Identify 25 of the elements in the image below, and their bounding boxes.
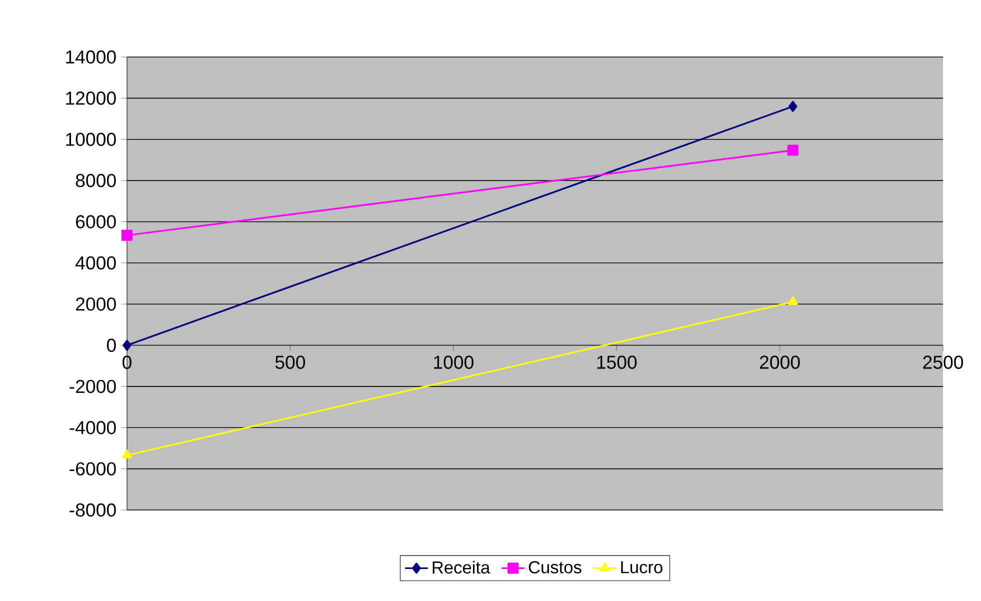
y-tick-label: 0 (106, 338, 116, 352)
point (121, 230, 133, 241)
x-tick-label: 1000 (434, 356, 474, 369)
x-tick-label: 500 (275, 356, 306, 369)
point (788, 100, 798, 112)
y-tick-label: 10000 (66, 132, 116, 146)
y-tick-label: -4000 (70, 421, 116, 434)
x-tick-label: 0 (122, 356, 132, 369)
x-tick-label: 2000 (760, 356, 800, 369)
x-tick-label: 2500 (923, 356, 964, 369)
y-tick-label: -6000 (70, 462, 116, 476)
point (787, 144, 798, 156)
y-tick-label: 2000 (76, 297, 116, 311)
y-tick-label: 14000 (66, 50, 116, 64)
legend-label: Lucro (621, 561, 662, 574)
legend-label: Receita (432, 560, 490, 574)
y-tick-label: 8000 (76, 174, 116, 188)
point (122, 340, 132, 351)
y-tick-label: 6000 (76, 215, 116, 228)
x-tick-label: 1500 (597, 356, 637, 369)
y-tick-label: 12000 (66, 92, 116, 105)
y-tick-label: -2000 (70, 380, 116, 394)
y-tick-label: 4000 (75, 256, 116, 270)
y-tick-label: -8000 (70, 503, 116, 517)
legend-label: Custos (528, 561, 582, 574)
